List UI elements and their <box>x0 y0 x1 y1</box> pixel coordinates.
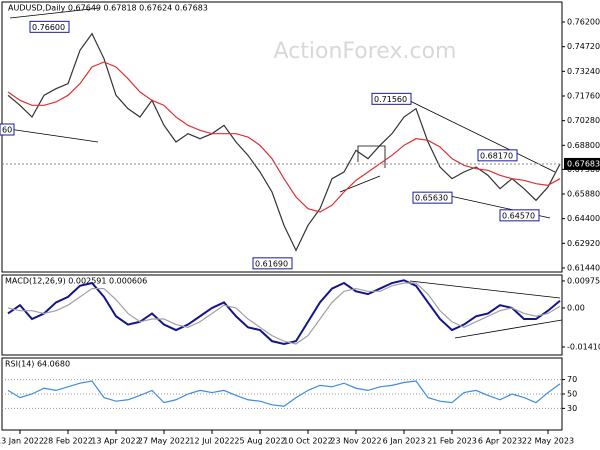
x-tick-label: 6 Jan 2023 <box>383 437 426 446</box>
rsi-title: RSI(14) 64.0680 <box>5 360 70 369</box>
current-price-label: 0.67683 <box>567 159 600 168</box>
macd-title: MACD(12,26,9) 0.002591 0.000606 <box>5 277 147 286</box>
annotation-box <box>29 20 70 33</box>
x-tick-label: 13 Apr 2022 <box>91 437 140 446</box>
annotation-label: 0.68170 <box>480 151 513 160</box>
y-tick-label: 0.71760 <box>567 92 600 101</box>
y-tick-label: 0.64400 <box>567 214 600 223</box>
y-tick-label: 30 <box>567 404 577 413</box>
y-tick-label: 50 <box>567 390 577 399</box>
price-panel <box>1 1 563 273</box>
x-tick-label: 10 Oct 2022 <box>283 437 332 446</box>
annotation-box <box>252 257 293 270</box>
y-tick-label: 0.73240 <box>567 67 600 76</box>
y-tick-label: 0.009751 <box>567 276 600 285</box>
x-tick-label: 28 Feb 2022 <box>43 437 93 446</box>
annotation-label: 0.61690 <box>255 259 288 268</box>
series-line <box>7 282 561 345</box>
x-tick-label: 6 Apr 2023 <box>478 437 522 446</box>
annotation-label: 60 <box>2 126 12 135</box>
x-tick-label: 27 May 2022 <box>138 437 190 446</box>
y-tick-label: 0.61440 <box>567 264 600 273</box>
series-line <box>7 32 561 252</box>
trend-line <box>409 100 556 173</box>
current-price-box <box>564 157 600 170</box>
y-tick-label: -0.014107 <box>567 342 600 351</box>
x-tick-label: 23 Nov 2022 <box>330 437 381 446</box>
annotation-box <box>412 191 453 204</box>
annotation-label: 0.71560 <box>374 95 407 104</box>
trend-line <box>9 7 101 19</box>
y-tick-label: 0.65880 <box>567 190 600 199</box>
chart-title: AUDUSD,Daily 0.67649 0.67818 0.67624 0.6… <box>8 4 208 13</box>
x-tick-label: 21 Feb 2023 <box>427 437 477 446</box>
trend-line <box>409 280 561 299</box>
annotation-box <box>371 92 412 105</box>
watermark: ActionForex.com <box>274 39 457 64</box>
annotation-label: 0.65630 <box>415 194 448 203</box>
series-line <box>7 380 561 407</box>
annotation-label: 0.76600 <box>32 23 65 32</box>
series-line <box>7 279 561 345</box>
y-tick-label: 0.70280 <box>567 116 600 125</box>
y-tick-label: 0.76200 <box>567 18 600 27</box>
y-tick-label: 70 <box>567 375 577 384</box>
annotation-label: 0.64570 <box>502 211 535 220</box>
x-tick-label: 13 Jan 2022 <box>0 437 44 446</box>
trend-line <box>357 145 386 168</box>
y-tick-label: 0.00 <box>567 303 585 312</box>
annotation-box <box>499 209 540 222</box>
annotation-box <box>0 123 15 136</box>
x-tick-label: 12 Jul 2022 <box>189 437 234 446</box>
series-line <box>7 61 561 213</box>
x-tick-label: 22 May 2023 <box>522 437 574 446</box>
x-tick-label: 25 Aug 2022 <box>234 437 285 446</box>
annotation-box <box>477 149 518 162</box>
macd-panel <box>1 274 563 356</box>
trend-line <box>1 127 99 143</box>
trend-line <box>454 319 563 339</box>
y-tick-label: 0.68800 <box>567 141 600 150</box>
y-tick-label: 0.74720 <box>567 42 600 51</box>
y-tick-label: 0.62920 <box>567 239 600 248</box>
